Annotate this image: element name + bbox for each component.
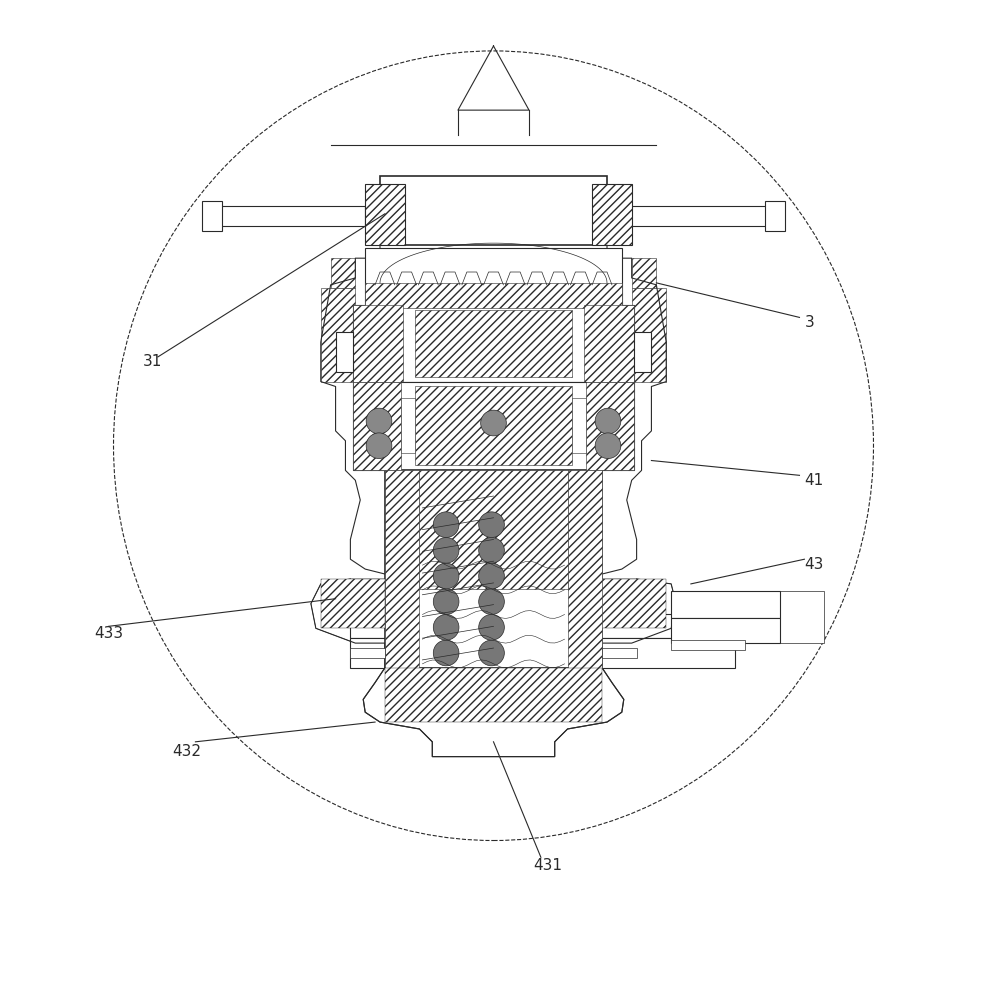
Circle shape bbox=[478, 512, 504, 538]
Circle shape bbox=[478, 538, 504, 563]
Bar bbox=[365, 184, 404, 245]
Bar bbox=[365, 248, 621, 308]
Bar bbox=[601, 579, 666, 628]
Bar bbox=[572, 398, 586, 453]
Polygon shape bbox=[311, 579, 675, 668]
Bar bbox=[414, 310, 572, 377]
Bar bbox=[202, 201, 222, 231]
Bar bbox=[400, 398, 414, 453]
Bar bbox=[353, 382, 400, 470]
Bar bbox=[567, 470, 601, 668]
Text: 3: 3 bbox=[804, 315, 813, 330]
Circle shape bbox=[366, 433, 391, 459]
Circle shape bbox=[478, 614, 504, 640]
Circle shape bbox=[433, 512, 458, 538]
Text: 41: 41 bbox=[804, 473, 823, 488]
Bar bbox=[353, 305, 633, 382]
Circle shape bbox=[433, 640, 458, 666]
Circle shape bbox=[366, 408, 391, 434]
Polygon shape bbox=[363, 668, 623, 757]
Bar bbox=[330, 258, 355, 288]
Bar bbox=[320, 579, 385, 628]
Bar bbox=[385, 668, 601, 722]
Bar bbox=[631, 288, 666, 382]
Bar bbox=[212, 206, 365, 226]
Circle shape bbox=[595, 433, 620, 459]
Bar bbox=[633, 332, 651, 372]
Circle shape bbox=[433, 563, 458, 589]
Bar bbox=[385, 470, 419, 668]
Text: 432: 432 bbox=[173, 744, 201, 759]
Text: 431: 431 bbox=[532, 858, 561, 873]
Bar bbox=[764, 201, 784, 231]
Circle shape bbox=[480, 410, 506, 436]
Circle shape bbox=[478, 589, 504, 614]
Bar bbox=[353, 305, 402, 382]
Bar bbox=[419, 470, 567, 589]
Bar bbox=[670, 618, 779, 643]
Bar bbox=[350, 638, 735, 668]
Text: 43: 43 bbox=[804, 557, 823, 572]
Bar bbox=[365, 283, 621, 308]
Text: 31: 31 bbox=[143, 354, 163, 369]
Circle shape bbox=[433, 538, 458, 563]
Bar bbox=[601, 648, 636, 658]
Bar bbox=[350, 614, 735, 638]
Bar bbox=[414, 386, 572, 465]
Bar bbox=[621, 206, 774, 226]
Bar bbox=[670, 640, 744, 650]
Circle shape bbox=[478, 640, 504, 666]
Bar bbox=[592, 184, 631, 245]
Bar bbox=[670, 591, 779, 618]
Bar bbox=[631, 258, 656, 288]
Bar bbox=[779, 591, 823, 643]
Text: 433: 433 bbox=[94, 626, 123, 641]
Bar bbox=[586, 382, 633, 470]
Bar bbox=[320, 288, 355, 382]
Bar bbox=[584, 305, 633, 382]
Bar bbox=[350, 648, 385, 658]
Circle shape bbox=[433, 614, 458, 640]
Bar bbox=[380, 176, 606, 245]
Circle shape bbox=[478, 563, 504, 589]
Circle shape bbox=[433, 589, 458, 614]
Bar bbox=[385, 470, 601, 668]
Bar bbox=[335, 332, 353, 372]
Circle shape bbox=[595, 408, 620, 434]
Bar bbox=[353, 382, 633, 470]
